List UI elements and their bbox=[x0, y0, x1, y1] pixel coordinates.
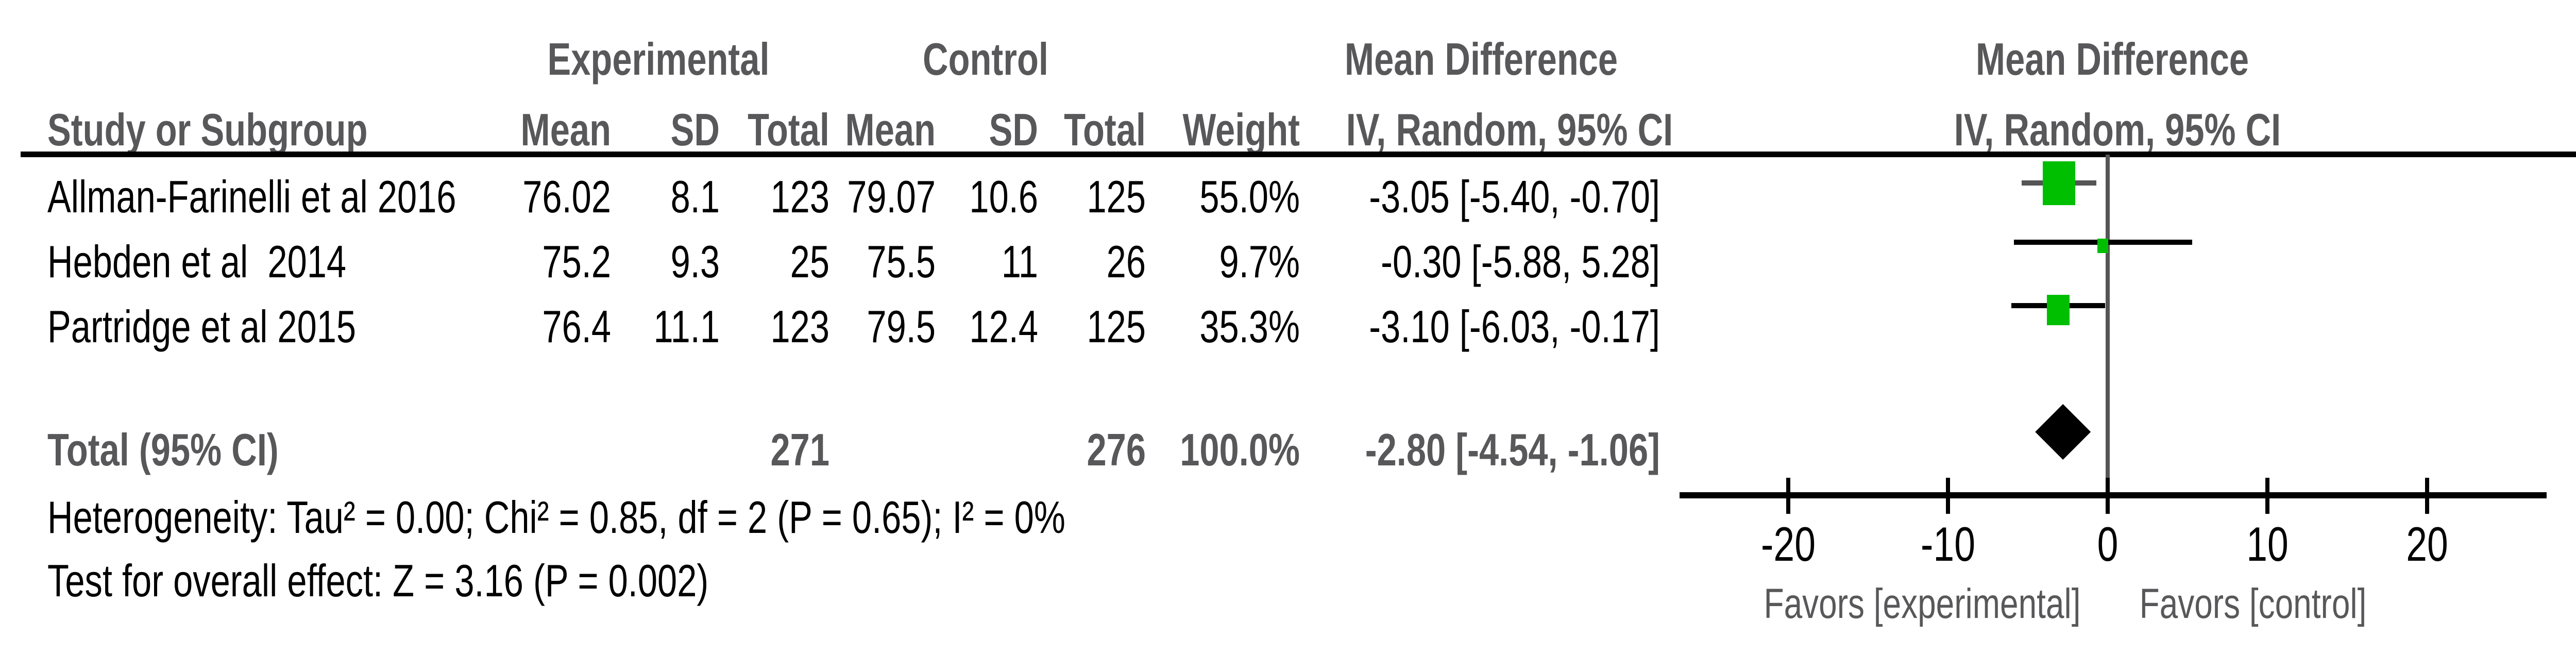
total-exp-total: 271 bbox=[770, 424, 829, 475]
col-header-ci: IV, Random, 95% CI bbox=[1346, 104, 1673, 155]
axis-tick bbox=[1946, 478, 1950, 514]
heterogeneity-text: Heterogeneity: Tau² = 0.00; Chi² = 0.85,… bbox=[47, 492, 1065, 543]
ci-text: -0.30 [-5.88, 5.28] bbox=[1381, 236, 1660, 287]
axis-tick bbox=[2106, 478, 2110, 514]
exp-sd-value: 11.1 bbox=[653, 301, 720, 352]
exp-total-value: 123 bbox=[770, 301, 829, 352]
exp-sd-value: 9.3 bbox=[670, 236, 720, 287]
axis-tick bbox=[2425, 478, 2429, 514]
total-diamond bbox=[2035, 404, 2091, 460]
favors-control-label: Favors [control] bbox=[2139, 580, 2367, 627]
axis-tick-label: -20 bbox=[1761, 517, 1816, 571]
axis-tick-label: 20 bbox=[2406, 517, 2448, 571]
plot-col-header-ci: IV, Random, 95% CI bbox=[1954, 104, 2281, 155]
effect-square bbox=[2097, 239, 2109, 253]
axis-tick-label: 10 bbox=[2246, 517, 2289, 571]
zero-reference-line bbox=[2106, 155, 2110, 480]
total-ctrl-total: 276 bbox=[1087, 424, 1146, 475]
x-axis-line bbox=[1680, 492, 2547, 498]
exp-mean-value: 76.02 bbox=[522, 171, 611, 222]
header-rule bbox=[21, 152, 2576, 157]
ctrl-sd-value: 12.4 bbox=[969, 301, 1038, 352]
exp-total-value: 123 bbox=[770, 171, 829, 222]
col-header-study: Study or Subgroup bbox=[47, 104, 368, 155]
col-header-exp-total: Total bbox=[748, 104, 829, 155]
study-name: Partridge et al 2015 bbox=[47, 301, 357, 352]
col-header-ctrl-total: Total bbox=[1064, 104, 1146, 155]
ctrl-total-value: 125 bbox=[1087, 301, 1146, 352]
weight-value: 35.3% bbox=[1199, 301, 1300, 352]
ctrl-mean-value: 79.07 bbox=[847, 171, 936, 222]
ci-text: -3.10 [-6.03, -0.17] bbox=[1369, 301, 1660, 352]
axis-tick-label: 0 bbox=[2097, 517, 2119, 571]
ctrl-mean-value: 75.5 bbox=[867, 236, 936, 287]
col-header-weight: Weight bbox=[1182, 104, 1300, 155]
axis-tick-label: -10 bbox=[1921, 517, 1975, 571]
col-header-ctrl-mean: Mean bbox=[845, 104, 936, 155]
plot-header-mean-difference: Mean Difference bbox=[1975, 34, 2249, 85]
ctrl-sd-value: 11 bbox=[1001, 236, 1038, 287]
axis-tick bbox=[2265, 478, 2269, 514]
ctrl-total-value: 26 bbox=[1106, 236, 1146, 287]
group-header-control: Control bbox=[923, 34, 1048, 85]
favors-experimental-label: Favors [experimental] bbox=[1764, 580, 2081, 627]
group-header-experimental: Experimental bbox=[547, 34, 770, 85]
col-header-exp-mean: Mean bbox=[520, 104, 611, 155]
col-header-ctrl-sd: SD bbox=[989, 104, 1038, 155]
weight-value: 9.7% bbox=[1219, 236, 1300, 287]
effect-square bbox=[2042, 161, 2075, 205]
study-name: Hebden et al 2014 bbox=[47, 236, 347, 287]
total-label: Total (95% CI) bbox=[47, 424, 279, 475]
ci-text: -3.05 [-5.40, -0.70] bbox=[1369, 171, 1660, 222]
total-weight: 100.0% bbox=[1180, 424, 1300, 475]
study-name: Allman-Farinelli et al 2016 bbox=[47, 171, 456, 222]
overall-effect-text: Test for overall effect: Z = 3.16 (P = 0… bbox=[47, 555, 709, 606]
axis-tick bbox=[1786, 478, 1790, 514]
group-header-mean-difference: Mean Difference bbox=[1344, 34, 1618, 85]
exp-mean-value: 75.2 bbox=[542, 236, 611, 287]
exp-total-value: 25 bbox=[790, 236, 829, 287]
ctrl-total-value: 125 bbox=[1087, 171, 1146, 222]
effect-square bbox=[2046, 294, 2070, 325]
exp-mean-value: 76.4 bbox=[542, 301, 611, 352]
col-header-exp-sd: SD bbox=[670, 104, 720, 155]
exp-sd-value: 8.1 bbox=[670, 171, 720, 222]
ctrl-sd-value: 10.6 bbox=[969, 171, 1038, 222]
total-ci-text: -2.80 [-4.54, -1.06] bbox=[1365, 424, 1660, 475]
weight-value: 55.0% bbox=[1199, 171, 1300, 222]
ctrl-mean-value: 79.5 bbox=[867, 301, 936, 352]
